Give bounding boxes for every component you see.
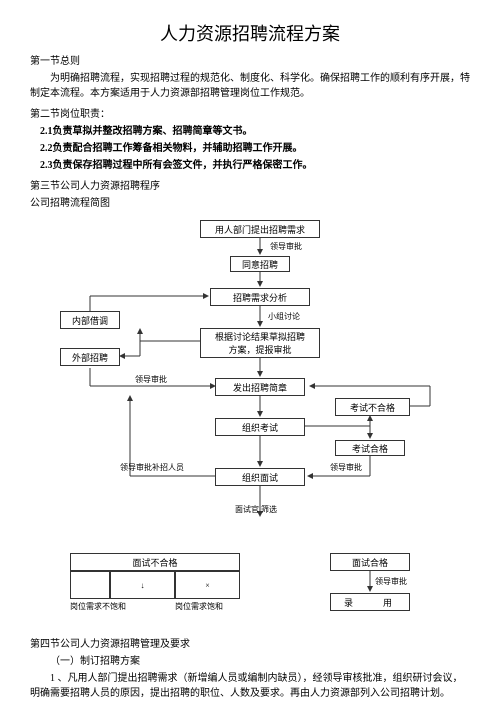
section1-head: 第一节总则 (30, 54, 470, 69)
bottom-fail: 面试不合格 (70, 553, 240, 571)
s2-item2: 2.2负责配合招聘工作筹备相关物料，并辅助招聘工作开展。 (30, 141, 470, 156)
s2-item3: 2.3负责保存招聘过程中所有会签文件，并执行严格保密工作。 (30, 158, 470, 173)
flow-label-audit2: 领导审批 (135, 374, 167, 385)
bottom-cell2: ↓ (110, 571, 175, 599)
flow-box-exam: 组织考试 (215, 418, 305, 436)
doc-title: 人力资源招聘流程方案 (30, 20, 470, 46)
bottom-audit: 领导审批 (375, 576, 407, 587)
flow-box-interview: 组织面试 (215, 468, 305, 486)
flow-label-group: 小组讨论 (268, 311, 300, 322)
bottom-pass: 面试合格 (330, 553, 410, 571)
flow-box-request: 用人部门提出招聘需求 (200, 220, 320, 238)
bottom-cell1 (70, 571, 110, 599)
section4-head: 第四节公司人力资源招聘管理及要求 (30, 637, 470, 652)
section4-sub: （一）制订招聘方案 (30, 654, 470, 669)
flow-label-audit1: 领导审批 (270, 241, 302, 252)
flow-label-interviewer: 面试官 筛选 (235, 504, 277, 515)
section3-sub: 公司招聘流程简图 (30, 196, 470, 211)
section3-head: 第三节公司人力资源招聘程序 (30, 179, 470, 194)
flow-box-publish: 发出招聘简章 (215, 378, 305, 396)
bottom-cell3: × (175, 571, 240, 599)
s2-item1: 2.1负责草拟并整改招聘方案、招聘简章等文书。 (30, 124, 470, 139)
flow-box-external: 外部招聘 (60, 348, 120, 366)
flow-box-fail: 考试不合格 (335, 398, 410, 416)
flow-label-supp: 领导审批补招人员 (120, 462, 184, 473)
flowchart: 用人部门提出招聘需求 领导审批 同意招聘 招聘需求分析 小组讨论 内部借调 外部… (30, 216, 470, 546)
section1-para: 为明确招聘流程，实现招聘过程的规范化、制度化、科学化。确保招聘工作的顺利有序开展… (30, 71, 470, 101)
flow-label-audit3: 领导审批 (330, 462, 362, 473)
section2-head: 第二节岗位职责： (30, 107, 470, 122)
flow-box-pass: 考试合格 (335, 440, 405, 456)
section4-para: 1 、凡用人部门提出招聘需求（新增编人员或编制内缺员），经领导审核批准，组织研讨… (30, 671, 470, 701)
bottom-cond1: 岗位需求不饱和 (70, 601, 126, 612)
bottom-hire: 录 用 (330, 593, 410, 611)
bottom-cond2: 岗位需求饱和 (175, 601, 223, 612)
flow-box-internal: 内部借调 (60, 311, 120, 329)
flow-box-analyze: 招聘需求分析 (210, 288, 310, 306)
flow-box-draft: 根据讨论结果草拟招聘 方案，提报审批 (200, 328, 320, 358)
bottom-diagram: 面试不合格 ↓ × 岗位需求不饱和 岗位需求饱和 面试合格 领导审批 录 用 (30, 551, 470, 631)
flow-box-agree: 同意招聘 (230, 256, 290, 272)
